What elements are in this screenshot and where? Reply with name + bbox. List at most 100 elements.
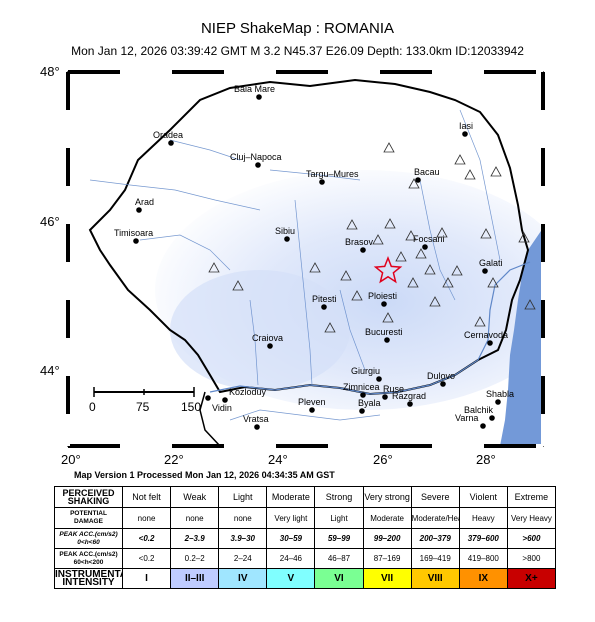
station-triangle — [524, 299, 536, 310]
city-dot — [255, 162, 261, 168]
city-dot — [440, 381, 446, 387]
legend-cell: Moderate/Heavy — [410, 507, 460, 529]
legend-cell: none — [218, 507, 268, 529]
station-triangle — [429, 296, 441, 307]
city-label: Pitesti — [312, 294, 337, 304]
epicenter-star[interactable] — [373, 255, 403, 284]
city-dot — [482, 268, 488, 274]
city-dot — [360, 247, 366, 253]
station-triangle — [518, 232, 530, 243]
city-label: Brasov — [345, 237, 374, 247]
city-dot — [136, 207, 142, 213]
legend-cell: 46–87 — [314, 548, 364, 569]
city-label: Vidin — [212, 403, 232, 413]
city-label: Focsani — [413, 234, 445, 244]
city-label: Oradea — [153, 130, 183, 140]
intensity-cell: VII — [362, 568, 412, 589]
city-label: Dulovo — [427, 371, 455, 381]
legend-cell: 169–419 — [410, 548, 460, 569]
legend-cell: Very Heavy — [506, 507, 557, 529]
legend-cell: Strong — [314, 486, 364, 508]
legend-cell: Moderate — [362, 507, 412, 529]
legend-cell: none — [170, 507, 220, 529]
rivers — [89, 109, 501, 421]
lon-label-24: 24° — [268, 452, 288, 467]
legend-row-intensity: INSTRUMENTAL INTENSITY I II–III IV V VI … — [54, 568, 557, 589]
station-triangle — [324, 322, 336, 333]
scale-label-75: 75 — [136, 400, 150, 414]
legend-cell: >600 — [506, 528, 557, 549]
legend-cell: Moderate — [266, 486, 316, 508]
city-markers: Baia Mare Oradea Iasi Cluj–Napoca Targu–Mure… — [114, 84, 514, 430]
city-dot — [133, 238, 139, 244]
intensity-cell: VIII — [410, 568, 460, 589]
station-triangle — [309, 262, 321, 273]
station-triangle — [442, 277, 454, 288]
legend-cell: Very strong — [362, 486, 412, 508]
legend-cell: 87–169 — [362, 548, 412, 569]
legend-row-acc-deep: PEAK ACC.(cm/s2) 60<h<200 <0.2 0.2–2 2–2… — [54, 548, 557, 569]
lon-label-20: 20° — [61, 452, 81, 467]
map-version: Map Version 1 Processed Mon Jan 12, 2026… — [74, 470, 335, 480]
city-dot — [222, 397, 228, 403]
legend-cell: Light — [314, 507, 364, 529]
city-dot — [487, 340, 493, 346]
scale-label-0: 0 — [89, 400, 96, 414]
city-label: Kozloduy — [229, 387, 267, 397]
legend-cell: >800 — [506, 548, 557, 569]
city-label: Galati — [479, 258, 503, 268]
intensity-legend: PERCEIVED SHAKING Not felt Weak Light Mo… — [54, 486, 557, 589]
scale-label-150: 150 — [181, 400, 201, 414]
lon-label-22: 22° — [164, 452, 184, 467]
city-label: Varna — [455, 413, 478, 423]
city-dot — [407, 401, 413, 407]
city-label: Sibiu — [275, 226, 295, 236]
city-label: Zimnicea — [343, 382, 380, 392]
city-dot — [495, 399, 501, 405]
legend-header: POTENTIAL DAMAGE — [54, 507, 123, 529]
station-triangle — [372, 234, 384, 245]
lon-label-26: 26° — [373, 452, 393, 467]
bulgaria-border — [199, 391, 221, 446]
legend-cell: 2–24 — [218, 548, 268, 569]
station-triangle — [208, 262, 220, 273]
city-label: Bacau — [414, 167, 440, 177]
station-triangle — [383, 142, 395, 153]
station-triangle — [451, 265, 463, 276]
legend-cell: 99–200 — [362, 528, 412, 549]
legend-cell: Severe — [410, 486, 460, 508]
city-dot — [480, 423, 486, 429]
legend-cell: 419–800 — [458, 548, 508, 569]
legend-header: PERCEIVED SHAKING — [54, 486, 123, 508]
city-label: Craiova — [252, 333, 283, 343]
station-triangle — [454, 154, 466, 165]
legend-cell: Very light — [266, 507, 316, 529]
city-dot — [422, 244, 428, 250]
station-triangle — [490, 166, 502, 177]
map-title: NIEP ShakeMap : ROMANIA — [200, 20, 395, 37]
station-triangle — [405, 230, 417, 241]
station-triangle — [340, 270, 352, 281]
black-sea — [500, 228, 543, 446]
station-triangle — [424, 264, 436, 275]
legend-cell: 379–600 — [458, 528, 508, 549]
city-label: Ruse — [383, 384, 404, 394]
city-dot — [360, 392, 366, 398]
legend-cell: 2–3.9 — [170, 528, 220, 549]
city-dot — [462, 131, 468, 137]
legend-row-perceived: PERCEIVED SHAKING Not felt Weak Light Mo… — [54, 486, 557, 508]
legend-cell: 3.9–30 — [218, 528, 268, 549]
city-dot — [376, 376, 382, 382]
city-dot — [254, 424, 260, 430]
intensity-cell: IV — [218, 568, 268, 589]
city-label: Byala — [358, 398, 381, 408]
city-dot — [359, 408, 365, 414]
legend-cell: Light — [218, 486, 268, 508]
station-triangle — [474, 316, 486, 327]
city-label: Giurgiu — [351, 366, 380, 376]
city-label: Shabla — [486, 389, 514, 399]
intensity-cell: X+ — [506, 568, 557, 589]
shaking-field-west — [170, 270, 350, 390]
legend-cell: Weak — [170, 486, 220, 508]
